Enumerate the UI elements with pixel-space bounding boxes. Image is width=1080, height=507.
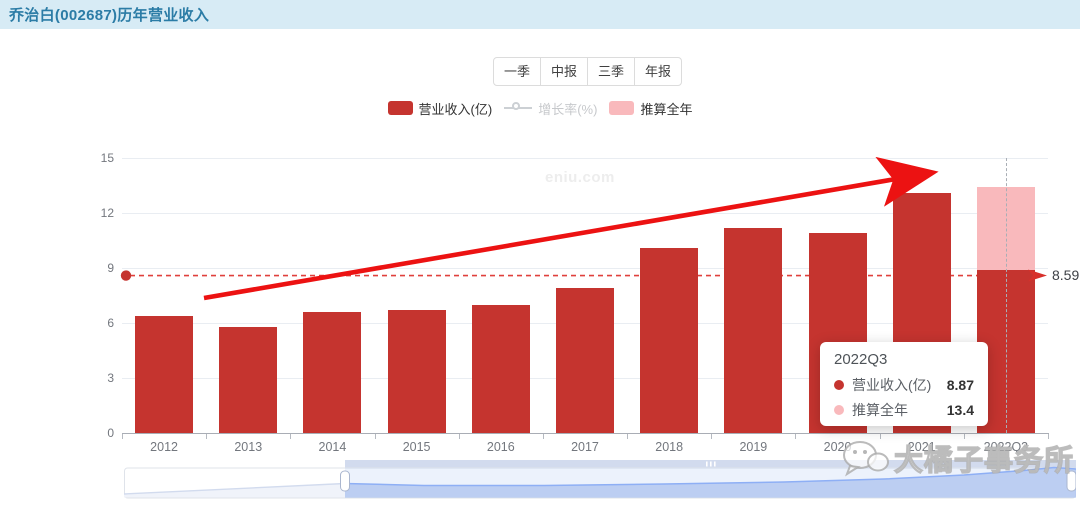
x-axis-tick <box>711 434 713 439</box>
x-axis-tick <box>963 434 965 439</box>
x-axis-tick <box>795 434 797 439</box>
tab-period-2[interactable]: 中报 <box>540 57 589 86</box>
legend-label: 增长率(%) <box>538 101 598 117</box>
x-axis-tick <box>374 434 376 439</box>
datazoom-data-line <box>123 482 346 495</box>
x-axis-tick <box>290 434 292 439</box>
x-axis-category-label: 2018 <box>655 440 684 454</box>
y-axis-tick-label: 12 <box>100 206 114 220</box>
tooltip-series-value: 8.87 <box>946 377 974 393</box>
legend-label: 营业收入(亿) <box>418 101 493 117</box>
datazoom-filler[interactable] <box>345 468 1076 498</box>
revenue-bar-2018[interactable] <box>640 247 699 433</box>
chart-tooltip: 2022Q3 营业收入(亿) 8.87 推算全年 13.4 <box>820 342 988 426</box>
revenue-bar-2014[interactable] <box>303 312 362 433</box>
tab-period-1[interactable]: 一季 <box>493 57 542 86</box>
datazoom-selected-data-line <box>344 466 1077 487</box>
x-axis-tick <box>879 434 881 439</box>
x-axis-category-label: 2015 <box>402 440 431 454</box>
tooltip-series-value: 13.4 <box>946 402 974 418</box>
datazoom-right-handle[interactable] <box>1066 470 1077 492</box>
datazoom-selected-data-area <box>345 467 1076 498</box>
revenue-bar-2017[interactable] <box>556 288 614 433</box>
tab-period-4[interactable]: 年报 <box>634 57 683 86</box>
revenue-bar-2015[interactable] <box>387 310 446 433</box>
y-axis-tick-label: 6 <box>107 316 114 330</box>
datazoom-left-handle[interactable] <box>340 470 350 492</box>
x-axis-category-label: 2016 <box>486 440 515 454</box>
tooltip-series-label: 推算全年 <box>852 402 908 418</box>
datazoom-slider-svg <box>123 460 1077 499</box>
tooltip-series-label: 营业收入(亿) <box>852 377 932 393</box>
x-axis-category-label: 2019 <box>739 440 768 454</box>
page-title: 乔治白(002687)历年营业收入 <box>9 7 210 24</box>
x-axis-category-label: 2014 <box>318 440 347 454</box>
revenue-bar-2013[interactable] <box>219 326 278 433</box>
x-axis-category-label: 2021 <box>907 440 936 454</box>
tooltip-title: 2022Q3 <box>834 351 888 368</box>
x-axis-category-label: 2017 <box>571 440 599 454</box>
tooltip-series-dot <box>834 405 844 415</box>
chart-legend: 营业收入(亿) 增长率(%) 推算全年 <box>0 99 1080 118</box>
y-axis-tick-label: 9 <box>107 261 114 275</box>
x-axis-category-label: 2012 <box>150 440 178 454</box>
legend-label: 推算全年 <box>640 101 693 117</box>
tooltip-row-1: 营业收入(亿) 8.87 <box>834 375 974 395</box>
y-axis-tick-label: 3 <box>107 371 114 385</box>
x-axis-tick <box>458 434 460 439</box>
legend-line-circle-icon <box>504 101 533 115</box>
x-axis-line <box>122 433 1049 434</box>
datazoom-grip-icon <box>706 461 716 467</box>
axis-pointer-line <box>1005 158 1007 433</box>
gridline-y-15 <box>122 158 1048 159</box>
legend-item-3[interactable]: 推算全年 <box>609 99 692 118</box>
datazoom-data-background <box>124 483 345 498</box>
x-axis-category-label: 2022Q3 <box>983 440 1029 454</box>
x-axis-category-label: 2020 <box>823 440 852 454</box>
legend-item-1[interactable]: 营业收入(亿) <box>387 99 493 118</box>
x-axis-tick <box>542 434 544 439</box>
datazoom-slider[interactable] <box>123 458 1077 507</box>
x-axis-tick <box>206 434 208 439</box>
legend-item-2[interactable]: 增长率(%) <box>504 99 597 118</box>
x-axis-tick <box>627 434 629 439</box>
site-watermark: eniu.com <box>545 169 615 186</box>
legend-swatch-icon <box>387 101 413 115</box>
x-axis-category-label: 2013 <box>234 440 263 454</box>
y-axis-tick-label: 15 <box>100 151 114 165</box>
title-bar: 乔治白(002687)历年营业收入 <box>0 0 1080 29</box>
y-axis-tick-label: 0 <box>107 426 114 440</box>
legend-swatch-icon <box>609 101 635 115</box>
reference-line-label: 8.59 <box>1052 267 1080 283</box>
revenue-bar-2019[interactable] <box>724 227 783 433</box>
revenue-bar-2016[interactable] <box>471 304 530 433</box>
tooltip-row-2: 推算全年 13.4 <box>834 400 974 420</box>
tooltip-series-dot <box>834 380 844 390</box>
x-axis-tick <box>122 434 123 439</box>
revenue-bar-2012[interactable] <box>135 315 194 433</box>
x-axis-tick <box>1048 434 1049 439</box>
period-tab-group: 一季 中报 三季 年报 <box>493 57 683 86</box>
